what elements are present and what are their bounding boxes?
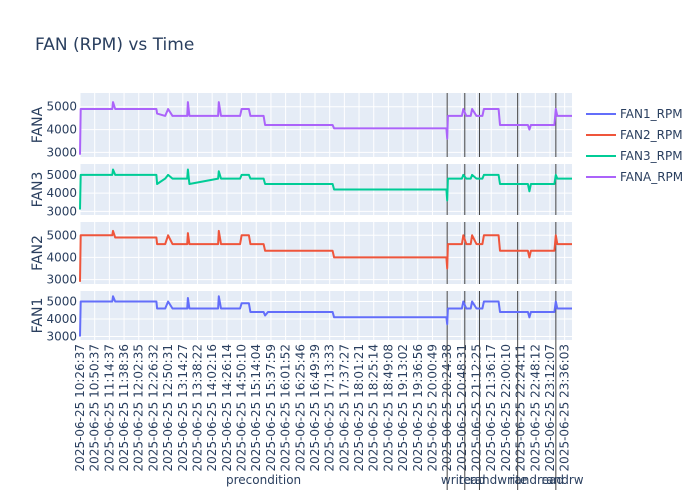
legend-label: FAN3_RPM bbox=[620, 149, 683, 163]
x-tick-label: 2025-06-25 23:36:03 bbox=[558, 344, 572, 471]
y-tick-label: 4000 bbox=[46, 312, 77, 326]
y-axis-title: FAN2 bbox=[30, 235, 46, 271]
x-tick-label: 2025-06-25 14:50:10 bbox=[235, 344, 249, 471]
legend-item[interactable]: FANA_RPM bbox=[586, 170, 683, 184]
phase-label: randwrite bbox=[470, 473, 528, 487]
x-tick-label: 2025-06-25 12:50:31 bbox=[161, 344, 175, 471]
x-tick-label: 2025-06-25 14:02:16 bbox=[205, 344, 219, 471]
phase-label: read bbox=[459, 473, 486, 487]
x-tick-label: 2025-06-25 19:36:56 bbox=[411, 344, 425, 471]
x-tick-label: 2025-06-25 12:02:35 bbox=[132, 344, 146, 471]
series-line-fan1_rpm bbox=[79, 295, 572, 337]
legend-label: FAN2_RPM bbox=[620, 128, 683, 142]
y-tick-label: 5000 bbox=[46, 168, 77, 182]
y-tick-label: 4000 bbox=[46, 123, 77, 137]
y-tick-label: 3000 bbox=[46, 145, 77, 159]
y-tick-label: 4000 bbox=[46, 250, 77, 264]
x-tick-label: 2025-06-25 22:48:12 bbox=[528, 344, 542, 471]
x-tick-label: 2025-06-25 22:00:10 bbox=[499, 344, 513, 471]
plot-area: 300040005000FANA300040005000FAN330004000… bbox=[30, 93, 572, 344]
panel-background bbox=[80, 291, 572, 340]
y-tick-label: 4000 bbox=[46, 186, 77, 200]
x-tick-label: 2025-06-25 12:26:32 bbox=[146, 344, 160, 471]
x-tick-label: 2025-06-25 14:26:14 bbox=[220, 344, 234, 471]
x-tick-label: 2025-06-25 11:38:36 bbox=[117, 344, 131, 471]
legend-item[interactable]: FAN1_RPM bbox=[586, 107, 683, 121]
x-tick-label: 2025-06-25 13:38:22 bbox=[190, 344, 204, 471]
x-tick-label: 2025-06-25 23:12:07 bbox=[543, 344, 557, 471]
chart-title: FAN (RPM) vs Time bbox=[35, 35, 194, 55]
x-tick-label: 2025-06-25 17:13:33 bbox=[323, 344, 337, 471]
phase-label: write bbox=[441, 473, 471, 487]
x-tick-label: 2025-06-25 21:36:17 bbox=[484, 344, 498, 471]
x-tick-label: 2025-06-25 21:12:25 bbox=[470, 344, 484, 471]
y-tick-label: 3000 bbox=[46, 204, 77, 218]
x-tick-label: 2025-06-25 18:01:21 bbox=[352, 344, 366, 471]
series-line-fana_rpm bbox=[79, 101, 572, 155]
y-tick-label: 5000 bbox=[46, 295, 77, 309]
x-tick-label: 2025-06-25 19:13:02 bbox=[396, 344, 410, 471]
legend-label: FANA_RPM bbox=[620, 170, 683, 184]
x-tick-label: 2025-06-25 16:01:52 bbox=[279, 344, 293, 471]
x-tick-label: 2025-06-25 10:50:37 bbox=[88, 344, 102, 471]
legend: FAN1_RPM FAN2_RPM FAN3_RPM FANA_RPM bbox=[586, 107, 683, 184]
x-tick-label: 2025-06-25 20:48:31 bbox=[455, 344, 469, 471]
y-tick-label: 5000 bbox=[46, 100, 77, 114]
panel-background bbox=[80, 222, 572, 284]
series-line-fan2_rpm bbox=[79, 229, 572, 282]
y-axis-title: FANA bbox=[30, 106, 46, 143]
x-tick-label: 2025-06-25 20:00:49 bbox=[425, 344, 439, 471]
series-line-fan3_rpm bbox=[79, 168, 572, 210]
x-tick-label: 2025-06-25 22:24:11 bbox=[514, 344, 528, 471]
legend-item[interactable]: FAN2_RPM bbox=[586, 128, 683, 142]
x-tick-label: 2025-06-25 16:25:46 bbox=[293, 344, 307, 471]
y-axis-title: FAN1 bbox=[30, 298, 46, 334]
x-axis: 2025-06-25 10:26:37 2025-06-25 10:50:37 20… bbox=[73, 340, 584, 490]
x-tick-label: 2025-06-25 10:26:37 bbox=[73, 344, 87, 471]
x-tick-label: 2025-06-25 15:37:59 bbox=[264, 344, 278, 471]
legend-item[interactable]: FAN3_RPM bbox=[586, 149, 683, 163]
x-tick-label: 2025-06-25 17:37:27 bbox=[337, 344, 351, 471]
x-tick-label: 2025-06-25 13:14:27 bbox=[176, 344, 190, 471]
x-tick-label: 2025-06-25 18:49:08 bbox=[381, 344, 395, 471]
x-tick-label: 2025-06-25 11:14:37 bbox=[102, 344, 116, 471]
x-tick-label: 2025-06-25 18:25:14 bbox=[367, 344, 381, 471]
phase-label: precondition bbox=[226, 473, 301, 487]
phase-label: randrw bbox=[541, 473, 583, 487]
y-tick-label: 3000 bbox=[46, 330, 77, 344]
x-tick-label: 2025-06-25 15:14:04 bbox=[249, 344, 263, 471]
y-tick-label: 3000 bbox=[46, 273, 77, 287]
phase-label: randread bbox=[509, 473, 564, 487]
y-tick-label: 5000 bbox=[46, 228, 77, 242]
legend-label: FAN1_RPM bbox=[620, 107, 683, 121]
x-tick-label: 2025-06-25 16:49:39 bbox=[308, 344, 322, 471]
panel-background bbox=[80, 164, 572, 215]
y-axis-title: FAN3 bbox=[30, 172, 46, 208]
